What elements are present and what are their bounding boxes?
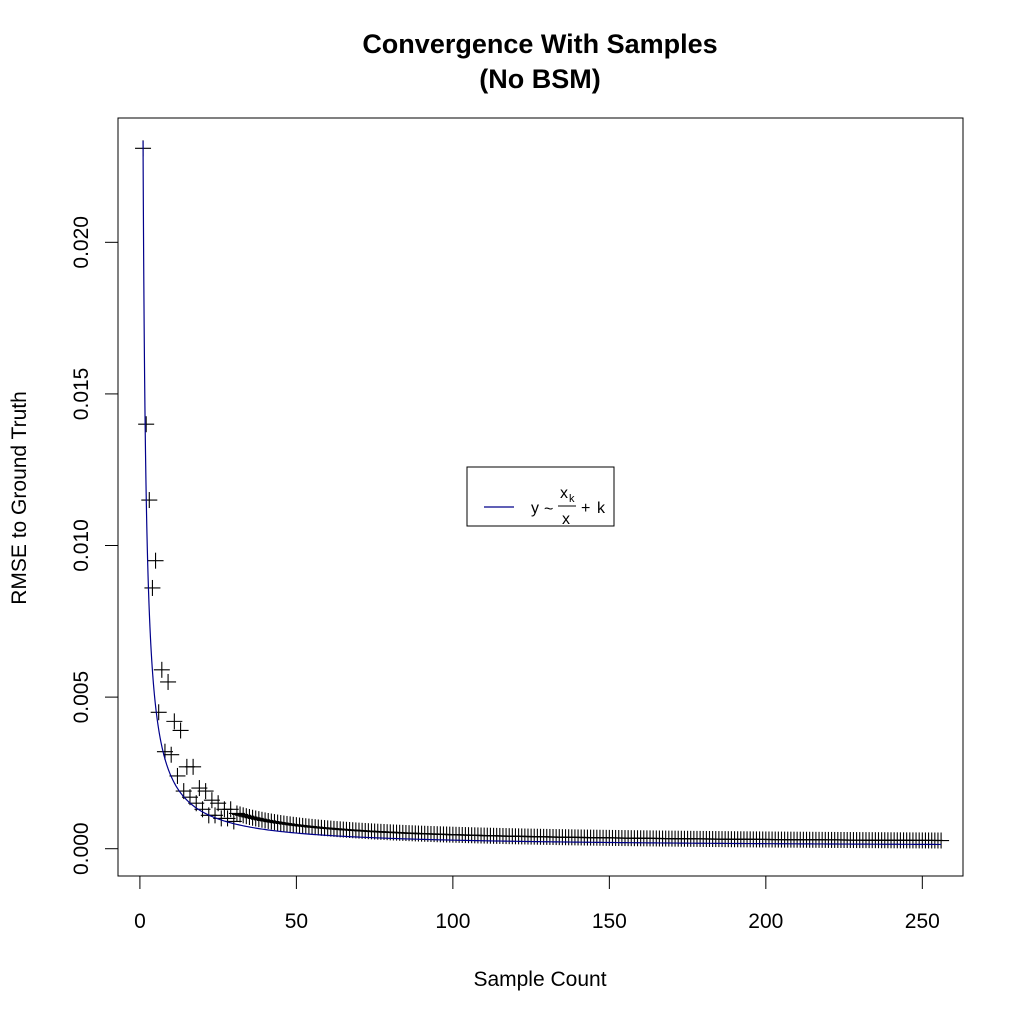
data-point: [163, 746, 180, 763]
data-point: [172, 722, 189, 739]
data-point: [225, 813, 242, 830]
x-tick-label: 150: [592, 910, 627, 933]
chart-title-line-1: Convergence With Samples: [362, 29, 717, 59]
y-tick-label: 0.005: [70, 671, 93, 724]
data-point: [197, 783, 214, 800]
x-axis-label: Sample Count: [473, 968, 606, 991]
x-tick-label: 100: [435, 910, 470, 933]
scatter-points: [135, 140, 950, 849]
data-point: [260, 812, 277, 829]
x-tick-label: 50: [285, 910, 308, 933]
data-point: [141, 492, 158, 509]
legend-plus: +: [581, 500, 590, 517]
data-point: [144, 579, 161, 596]
data-point: [238, 808, 255, 825]
y-tick-label: 0.015: [70, 368, 93, 421]
data-point: [219, 810, 236, 827]
data-point: [185, 758, 202, 775]
data-point: [250, 811, 267, 828]
y-tick-label: 0.020: [70, 216, 93, 269]
legend-box: [466, 466, 615, 527]
data-point: [232, 806, 249, 823]
x-tick-label: 0: [134, 910, 146, 933]
legend-k: k: [597, 500, 606, 517]
x-tick-label: 250: [905, 910, 940, 933]
data-point: [169, 767, 186, 784]
data-point: [166, 713, 183, 730]
legend-denominator-x: x: [562, 511, 570, 528]
data-point: [222, 801, 239, 818]
data-point: [933, 832, 950, 849]
data-point: [253, 811, 270, 828]
data-point: [241, 808, 258, 825]
data-point: [244, 809, 261, 826]
data-point: [235, 807, 252, 824]
y-tick-label: 0.000: [70, 822, 93, 875]
y-axis: 0.000 0.005 0.010 0.015 0.020: [70, 216, 119, 875]
data-point: [147, 552, 164, 569]
legend-y: y: [531, 500, 539, 517]
data-point: [153, 661, 170, 678]
data-point: [257, 812, 274, 829]
legend-numerator-sub: k: [569, 493, 575, 505]
data-point: [191, 780, 208, 797]
legend: y ~ x k x + k: [466, 466, 615, 528]
y-axis-label: RMSE to Ground Truth: [8, 391, 31, 605]
x-tick-label: 200: [748, 910, 783, 933]
data-point: [247, 810, 264, 827]
data-point: [210, 795, 227, 812]
data-point: [203, 792, 220, 809]
data-point: [228, 805, 245, 822]
x-axis: 0 50 100 150 200 250: [134, 875, 940, 933]
data-point: [138, 416, 155, 433]
legend-tilde: ~: [544, 501, 553, 518]
data-point: [160, 673, 177, 690]
fit-curve-line: [142, 140, 942, 846]
legend-numerator-x: x: [560, 485, 568, 502]
data-point: [150, 704, 167, 721]
chart-title-line-2: (No BSM): [479, 64, 600, 94]
y-tick-label: 0.010: [70, 519, 93, 572]
